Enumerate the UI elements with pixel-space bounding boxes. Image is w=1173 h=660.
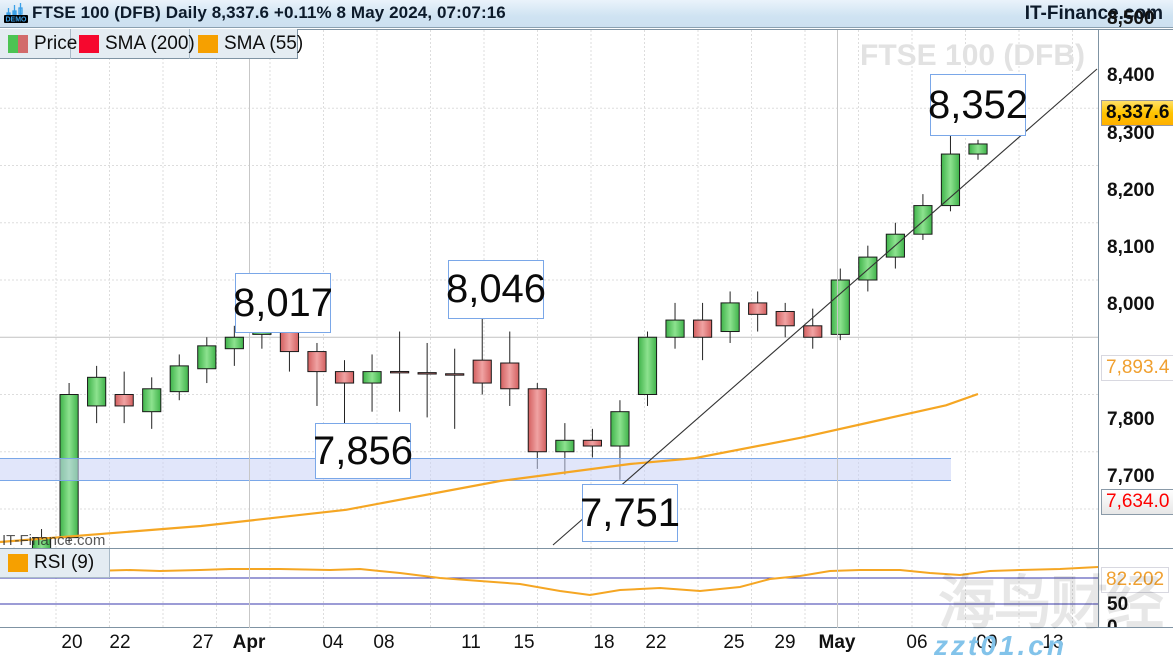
svg-text:DEMO: DEMO [6, 17, 28, 24]
